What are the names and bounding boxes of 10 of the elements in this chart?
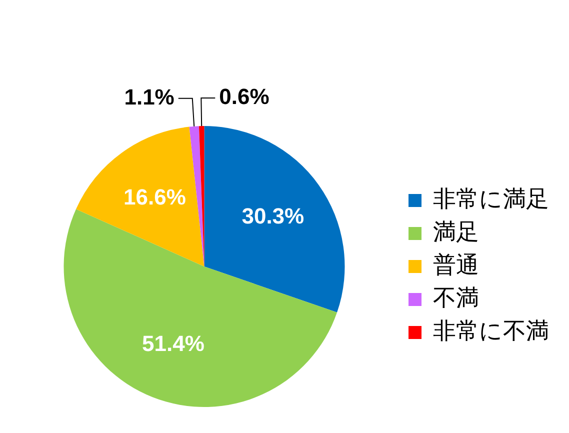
data-label: 51.4% [142,330,204,356]
legend-label: 非常に不満 [433,318,549,344]
data-label: 0.6% [219,84,270,110]
legend-label: 非常に満足 [433,186,549,212]
data-label: 30.3% [242,204,304,229]
legend-label: 普通 [433,252,479,278]
data-label: 16.6% [124,184,186,210]
data-label: 1.1% [124,84,174,110]
legend-label: 満足 [433,219,479,246]
legend-label: 不満 [433,285,479,312]
